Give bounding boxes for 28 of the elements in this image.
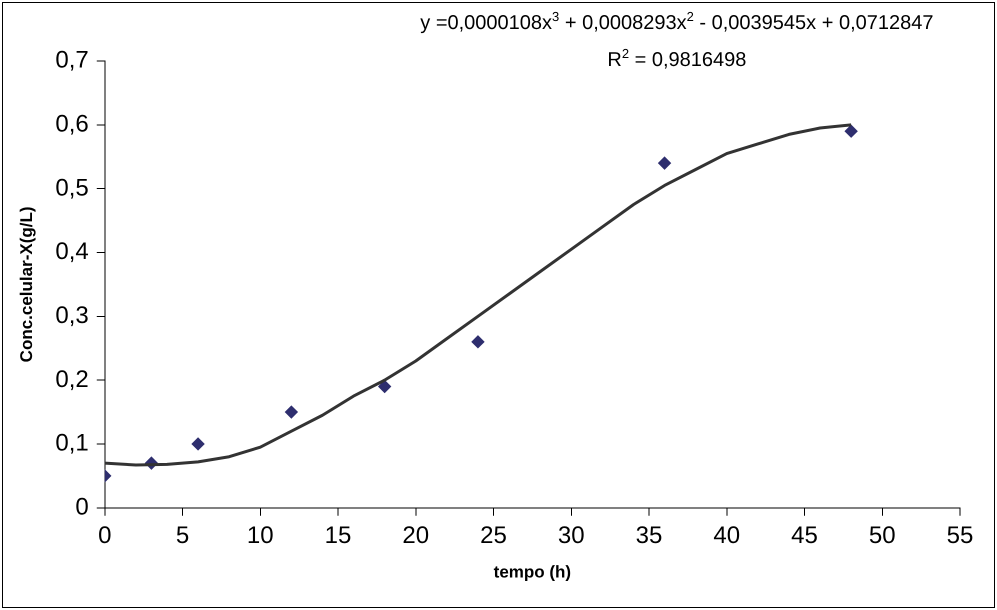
x-tick-label: 45 [791, 522, 818, 549]
point [471, 335, 484, 348]
x-tick-label: 35 [636, 522, 662, 549]
x-tick-label: 15 [324, 522, 352, 549]
y-tick-label: 0,3 [55, 302, 89, 329]
x-tick-label: 25 [480, 522, 507, 549]
point [192, 437, 205, 450]
x-tick-label: 30 [558, 522, 585, 549]
y-tick-label: 0 [75, 493, 89, 520]
y-tick-label: 0,4 [55, 238, 89, 266]
y-tick-label: 0,1 [55, 430, 89, 457]
y-tick-label: 0,5 [55, 174, 89, 202]
point [378, 380, 392, 394]
x-axis-title: tempo (h) [494, 562, 572, 582]
x-tick-label: 5 [176, 522, 190, 549]
x-tick-label: 50 [868, 522, 896, 549]
y-tick-label: 0,7 [55, 46, 89, 74]
point [658, 156, 672, 170]
x-tick-label: 0 [98, 522, 112, 549]
x-tick-label: 10 [246, 522, 274, 549]
x-tick-label: 55 [946, 522, 974, 549]
point [284, 406, 298, 419]
x-tick-label: 40 [713, 522, 740, 549]
point [844, 124, 858, 138]
y-tick-label: 0,6 [55, 110, 89, 138]
y-axis-title: Conc.celular-X(g/L) [16, 206, 36, 362]
x-tick-label: 20 [402, 522, 430, 549]
y-tick-label: 0,2 [55, 366, 89, 393]
